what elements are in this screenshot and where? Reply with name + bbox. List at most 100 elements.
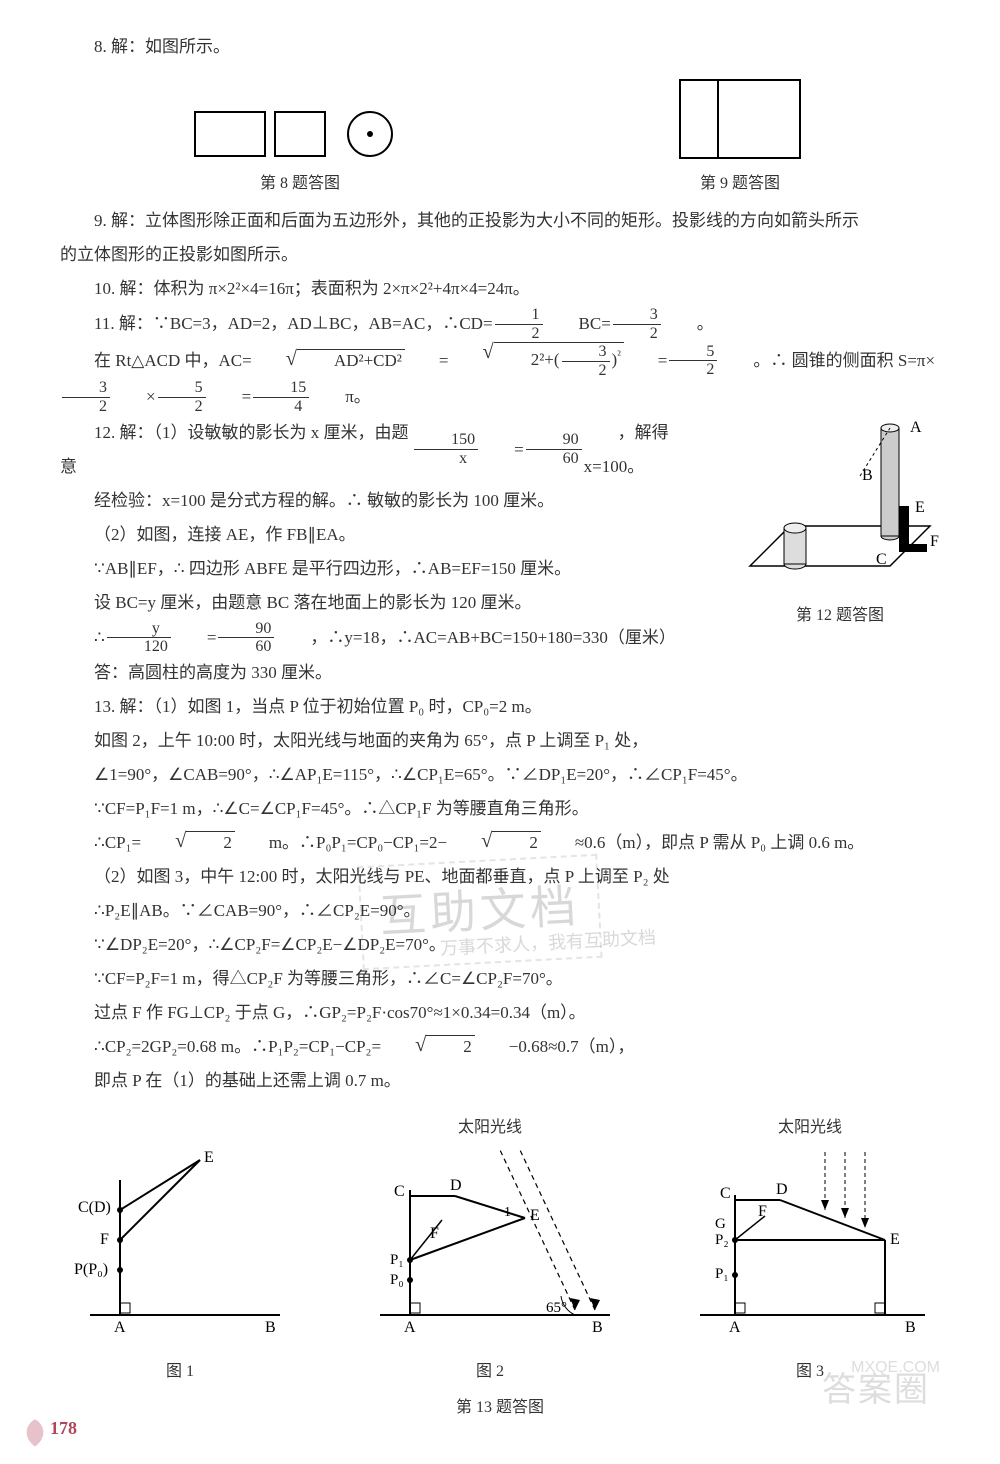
svg-text:E: E: [204, 1149, 214, 1166]
svg-text:D: D: [450, 1177, 462, 1194]
frac: 32: [62, 379, 110, 415]
q13-cap2: 图 2: [350, 1356, 630, 1388]
q12-figure: A B E F C 第 12 题答图: [740, 416, 940, 632]
q9-caption: 第 9 题答图: [670, 168, 810, 200]
t: ∴: [60, 621, 105, 655]
q12-svg: A B E F C: [740, 416, 940, 596]
svg-text:C: C: [720, 1185, 731, 1202]
q12-l7: 答：高圆柱的高度为 330 厘米。: [60, 656, 940, 690]
lblA: A: [910, 419, 922, 436]
q13-l12: 即点 P 在（1）的基础上还需上调 0.7 m。: [60, 1064, 940, 1098]
svg-text:B: B: [905, 1319, 916, 1336]
svg-text:A: A: [114, 1319, 126, 1336]
q12-l6: ∴ y120 = 9060 ，∴y=18，∴AC=AB+BC=150+180=3…: [60, 620, 728, 656]
svg-text:1: 1: [504, 1205, 511, 1220]
frac: 32: [613, 306, 661, 342]
q13-l7: ∴P₂E∥AB。∵∠CAB=90°，∴∠CP₂E=90°。: [60, 894, 940, 928]
frac: 154: [253, 379, 309, 415]
q13-fig3: 太阳光线 P₁ P₂ G C D F E: [680, 1108, 940, 1388]
t: =: [480, 433, 524, 467]
svg-text:A: A: [404, 1319, 416, 1336]
t: ×: [112, 380, 156, 414]
frac: 12: [495, 306, 543, 342]
svg-text:B: B: [265, 1319, 276, 1336]
sqrt: √ 2²+(32)²: [448, 342, 623, 379]
q13-l6: （2）如图 3，中午 12:00 时，太阳光线与 PE、地面都垂直，点 P 上调…: [60, 860, 940, 894]
q12-caption: 第 12 题答图: [740, 600, 940, 632]
svg-text:65°: 65°: [546, 1300, 567, 1316]
frac: 9060: [526, 431, 582, 467]
sqrt: √2: [141, 831, 235, 854]
t: 12. 解：（1）设敏敏的影长为 x 厘米，由题意: [60, 416, 412, 484]
t: ≈0.6（m），即点 P 需从 P₀ 上调 0.6 m。: [541, 826, 864, 860]
q9-line2: 的立体图形的正投影如图所示。: [60, 238, 940, 272]
leaf-icon: [18, 1416, 52, 1450]
svg-text:P₀: P₀: [390, 1272, 404, 1288]
frac: 9060: [218, 620, 274, 656]
svg-text:P₁: P₁: [715, 1266, 729, 1282]
t: =: [173, 621, 217, 655]
q13-l3: ∠1=90°，∠CAB=90°，∴∠AP₁E=115°，∴∠CP₁E=65°。∵…: [60, 758, 940, 792]
q13-l11: ∴CP₂=2GP₂=0.68 m。∴P₁P₂=CP₁−CP₂= √2 −0.68…: [60, 1030, 940, 1064]
q13-capall: 第 13 题答图: [60, 1392, 940, 1424]
q11-line2: 在 Rt△ACD 中，AC= √AD²+CD² = √ 2²+(32)² = 5…: [60, 342, 940, 415]
svg-text:C: C: [394, 1183, 405, 1200]
t: 。: [663, 307, 714, 341]
q13-figures: A B E C(D) F P(P₀) 图 1 太阳光线 P₀ P₁ C D E: [60, 1108, 940, 1388]
q13-fig1: A B E C(D) F P(P₀) 图 1: [60, 1140, 300, 1388]
q13-l5: ∴CP₁= √2 m。∴P₀P₁=CP₀−CP₁=2− √2 ≈0.6（m），即…: [60, 826, 940, 860]
svg-text:D: D: [776, 1181, 788, 1198]
frac: 52: [158, 379, 206, 415]
q8-figure: 第 8 题答图: [190, 104, 410, 200]
svg-text:P₁: P₁: [390, 1252, 404, 1268]
sqrt: √2: [447, 831, 541, 854]
q13-svg2: P₀ P₁ C D E F 1 65° A B: [350, 1140, 630, 1340]
svg-text:E: E: [530, 1207, 540, 1224]
svg-text:E: E: [890, 1231, 900, 1248]
q9-line1: 9. 解：立体图形除正面和后面为五边形外，其他的正投影为大小不同的矩形。投影线的…: [60, 204, 940, 238]
t: ，解得 x=100。: [584, 416, 728, 484]
q9-figure: 第 9 题答图: [670, 74, 810, 200]
q13-cap3: 图 3: [680, 1356, 940, 1388]
q9-svg: [670, 74, 810, 164]
q13-svg1: A B E C(D) F P(P₀): [60, 1140, 300, 1340]
frac: 52: [669, 343, 717, 379]
q8-caption: 第 8 题答图: [190, 168, 410, 200]
t: π。: [311, 380, 371, 414]
t: −0.68≈0.7（m），: [475, 1030, 635, 1064]
q13-l2: 如图 2，上午 10:00 时，太阳光线与地面的夹角为 65°，点 P 上调至 …: [60, 724, 940, 758]
q13-fig2: 太阳光线 P₀ P₁ C D E F 1 65°: [350, 1108, 630, 1388]
svg-text:F: F: [100, 1231, 109, 1248]
q13-l8: ∵∠DP₂E=20°，∴∠CP₂F=∠CP₂E−∠DP₂E=70°。: [60, 928, 940, 962]
q13-l1: 13. 解：（1）如图 1，当点 P 位于初始位置 P₀ 时，CP₀=2 m。: [60, 690, 940, 724]
q13-l10: 过点 F 作 FG⊥CP₂ 于点 G，∴GP₂=P₂F·cos70°≈1×0.3…: [60, 996, 940, 1030]
svg-text:F: F: [430, 1225, 439, 1242]
q13-l4: ∵CF=P₁F=1 m，∴∠C=∠CP₁F=45°。∴△CP₁F 为等腰直角三角…: [60, 792, 940, 826]
q8-svg: [190, 104, 410, 164]
svg-text:C(D): C(D): [78, 1199, 111, 1216]
q11-line1: 11. 解：∵BC=3，AD=2，AD⊥BC，AB=AC，∴CD= 12 BC=…: [60, 306, 940, 342]
t: 11. 解：∵BC=3，AD=2，AD⊥BC，AB=AC，∴CD=: [60, 307, 493, 341]
svg-text:A: A: [729, 1319, 741, 1336]
page-number: 178: [50, 1410, 77, 1446]
svg-text:B: B: [592, 1319, 603, 1336]
lblF: F: [930, 533, 939, 550]
frac: y120: [107, 620, 171, 656]
t: BC=: [545, 307, 611, 341]
q8-text: 8. 解：如图所示。: [60, 30, 940, 64]
q13-svg3: P₁ P₂ G C D F E A B: [680, 1140, 940, 1340]
q10: 10. 解：体积为 π×2²×4=16π；表面积为 2×π×2²+4π×4=24…: [60, 272, 940, 306]
t: 2²+: [531, 350, 554, 369]
t: =: [624, 344, 668, 378]
frac: 150x: [414, 431, 478, 467]
t: =: [208, 380, 252, 414]
t: ，∴y=18，∴AC=AB+BC=150+180=330（厘米）: [276, 621, 675, 655]
q13-l9: ∵CF=P₂F=1 m，得△CP₂F 为等腰三角形，∴∠C=∠CP₂F=70°。: [60, 962, 940, 996]
q8-q9-figure-row: 第 8 题答图 第 9 题答图: [60, 74, 940, 200]
q13-cap1: 图 1: [60, 1356, 300, 1388]
sqrt: √AD²+CD²: [252, 349, 405, 372]
q12-l1: 12. 解：（1）设敏敏的影长为 x 厘米，由题意 150x = 9060 ，解…: [60, 416, 728, 484]
sqrt: √2: [381, 1035, 475, 1058]
lblC: C: [876, 551, 887, 568]
t: 在 Rt△ACD 中，AC=: [60, 344, 252, 378]
